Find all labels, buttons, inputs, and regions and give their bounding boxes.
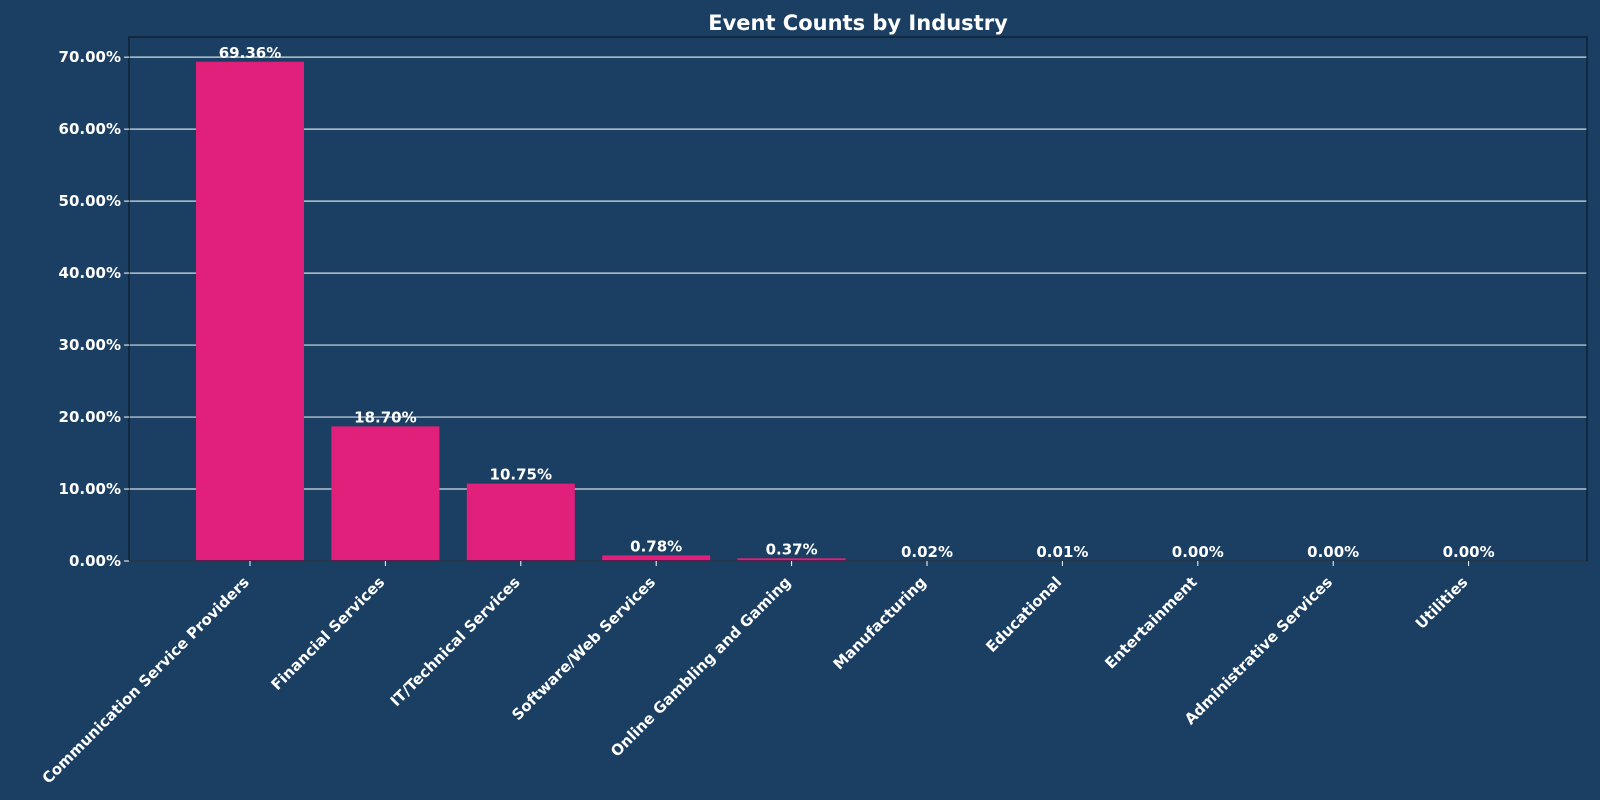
- bar: [737, 558, 846, 561]
- data-label: 0.02%: [901, 543, 953, 561]
- data-label: 0.00%: [1172, 543, 1224, 561]
- data-label: 0.37%: [766, 540, 818, 558]
- x-axis: Communication Service Providers Financial…: [39, 561, 1472, 787]
- plot-frame: [128, 36, 1588, 562]
- y-tick-label: 30.00%: [59, 336, 121, 354]
- data-label: 10.75%: [490, 466, 552, 484]
- y-tick-label: 0.00%: [69, 552, 121, 570]
- x-tick-label: Entertainment: [1101, 573, 1200, 672]
- y-tick-label: 10.00%: [59, 480, 121, 498]
- x-tick-label: Educational: [982, 573, 1065, 656]
- x-tick-label: Utilities: [1412, 573, 1472, 633]
- data-label: 69.36%: [219, 44, 281, 62]
- y-tick-label: 50.00%: [59, 192, 121, 210]
- x-tick-label: Financial Services: [268, 573, 389, 694]
- bar: [196, 61, 304, 562]
- y-tick-label: 70.00%: [59, 48, 121, 66]
- x-tick-label: Manufacturing: [830, 573, 930, 673]
- y-axis: 0.00% 10.00% 20.00% 30.00% 40.00% 50.00% 60.00…: [59, 48, 129, 570]
- bar: [331, 426, 440, 561]
- data-label: 18.70%: [354, 408, 416, 426]
- data-label: 0.01%: [1036, 543, 1088, 561]
- data-label: 0.78%: [630, 537, 682, 555]
- chart-title: Event Counts by Industry: [708, 11, 1008, 35]
- y-tick-label: 20.00%: [59, 408, 121, 426]
- bar: [466, 483, 575, 561]
- y-tick-label: 40.00%: [59, 264, 121, 282]
- x-tick-label: Administrative Services: [1181, 573, 1336, 728]
- data-label: 0.00%: [1443, 543, 1495, 561]
- x-tick-label: Communication Service Providers: [39, 573, 253, 787]
- data-labels: 69.36% 18.70% 10.75% 0.78% 0.37% 0.02% 0.01% 0.…: [219, 44, 1495, 561]
- bar: [602, 555, 711, 561]
- x-tick-label: IT/Technical Services: [387, 573, 524, 710]
- data-label: 0.00%: [1307, 543, 1359, 561]
- bars: [196, 61, 1117, 562]
- y-tick-label: 60.00%: [59, 120, 121, 138]
- x-tick-label: Software/Web Services: [508, 573, 659, 724]
